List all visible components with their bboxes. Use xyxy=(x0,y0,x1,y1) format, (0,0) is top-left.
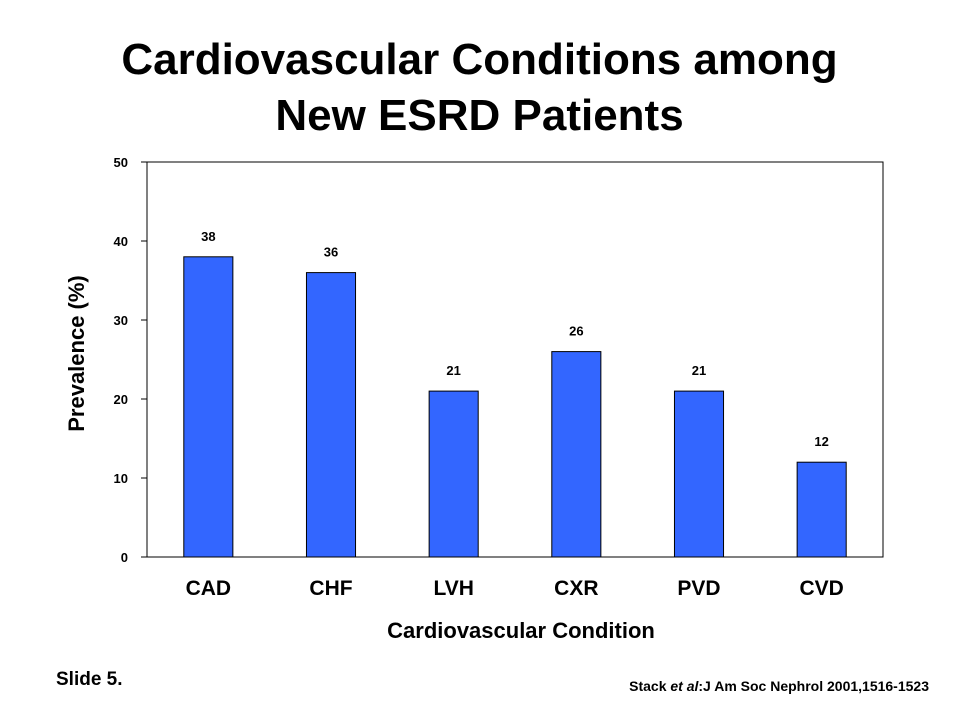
citation-rest: :J Am Soc Nephrol 2001,1516-1523 xyxy=(698,678,929,694)
slide-title-line-2: New ESRD Patients xyxy=(275,91,684,140)
x-axis-tick-labels: CAD CHF LVH CXR PVD CVD xyxy=(186,577,844,600)
data-label-cxr: 26 xyxy=(569,324,583,339)
citation-etal: et al xyxy=(670,678,699,694)
x-tick-label-cvd: CVD xyxy=(799,577,843,600)
plot-area-frame xyxy=(146,161,884,558)
data-label-cad: 38 xyxy=(201,229,215,244)
bar-lvh xyxy=(428,390,479,558)
x-tick-label-chf: CHF xyxy=(309,577,352,600)
y-axis-ticks: 0 10 20 30 40 50 xyxy=(114,155,147,565)
x-tick-label-lvh: LVH xyxy=(433,577,473,600)
data-label-chf: 36 xyxy=(324,245,338,260)
data-label-cvd: 12 xyxy=(814,434,828,449)
slide-title-line-1: Cardiovascular Conditions among xyxy=(121,35,838,84)
x-tick-label-pvd: PVD xyxy=(677,577,720,600)
x-tick-label-cxr: CXR xyxy=(554,577,598,600)
data-labels: 38 36 21 26 21 12 xyxy=(201,229,829,449)
plot-frame-group xyxy=(146,161,884,558)
bar-pvd xyxy=(673,390,725,558)
bars xyxy=(183,256,847,558)
slide-number: Slide 5. xyxy=(56,669,123,690)
y-tick-label: 10 xyxy=(114,471,128,486)
y-axis-title: Prevalence (%) xyxy=(64,275,89,432)
x-axis-title: Cardiovascular Condition xyxy=(387,618,655,643)
data-label-pvd: 21 xyxy=(692,363,706,378)
y-tick-label: 30 xyxy=(114,313,128,328)
y-tick-label: 50 xyxy=(114,155,128,170)
y-tick-label: 40 xyxy=(114,234,128,249)
citation: Stack et al:J Am Soc Nephrol 2001,1516-1… xyxy=(629,678,929,694)
bar-cvd xyxy=(796,461,847,558)
y-tick-label: 0 xyxy=(121,550,128,565)
bar-chf xyxy=(305,272,357,558)
y-tick-label: 20 xyxy=(114,392,128,407)
bar-cad xyxy=(183,256,234,558)
data-label-lvh: 21 xyxy=(446,363,460,378)
x-tick-label-cad: CAD xyxy=(186,577,232,600)
bar-cxr xyxy=(551,351,602,558)
citation-author: Stack xyxy=(629,678,671,694)
